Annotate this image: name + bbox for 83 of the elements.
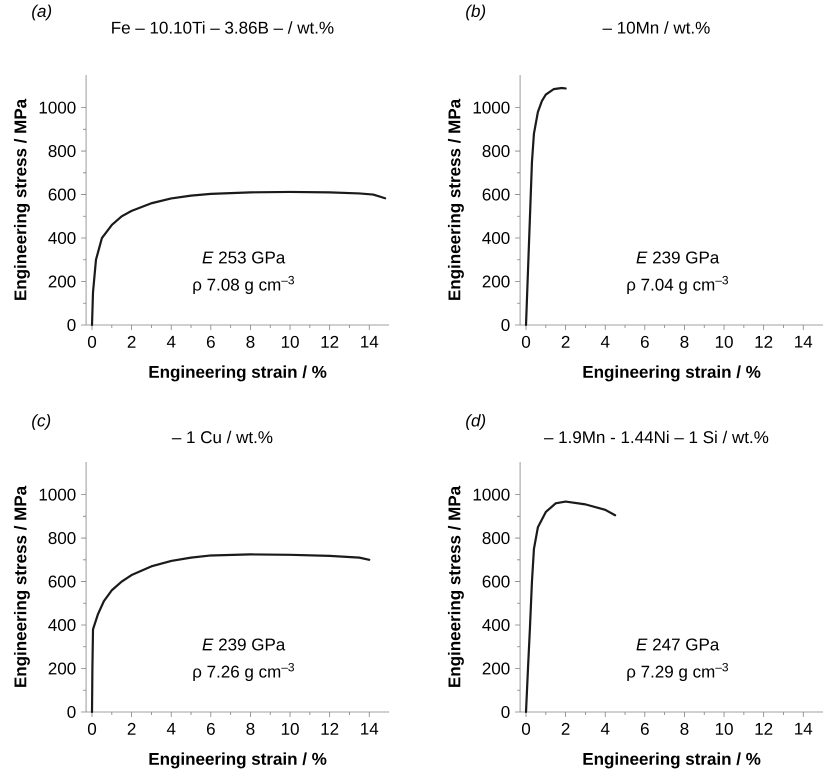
chart-title: – 10Mn / wt.% [602,21,710,34]
y-tick-label: 400 [482,619,510,632]
x-tick-label: 12 [756,336,772,348]
y-tick-label: 200 [482,275,510,288]
y-tick-label: 1000 [40,102,76,114]
x-tick-label: 14 [361,336,378,348]
x-tick-label: 8 [680,722,688,735]
y-tick-label: 0 [67,318,76,332]
x-tick-label: 14 [361,722,378,735]
y-tick-label: 1000 [40,488,76,501]
y-tick-label: 1000 [474,488,510,501]
chart-title: – 1.9Mn - 1.44Ni – 1 Si / wt.% [544,430,768,444]
x-tick-label: 10 [716,336,733,348]
x-tick-label: 0 [522,336,530,348]
x-tick-label: 8 [246,336,254,348]
x-tick-label: 4 [166,336,176,348]
x-tick-label: 10 [716,722,733,735]
x-tick-label: 10 [282,336,299,348]
x-tick-label: 6 [640,722,649,735]
x-tick-label: 2 [128,722,136,735]
y-axis-title: Engineering stress / MPa [448,486,464,687]
y-tick-label: 0 [501,706,510,718]
x-tick-label: 2 [128,336,136,348]
line-series [90,190,386,326]
annotation: E 247 GPa [636,638,720,651]
y-tick-label: 800 [48,532,76,544]
text: (c) [32,414,50,430]
y-tick-label: 0 [501,318,510,332]
x-tick-label: 12 [756,722,772,735]
y-tick-label: 400 [482,232,510,244]
x-tick-label: 4 [600,336,610,348]
annotation: ρ 7.04 g cm$^{–3}$ [627,276,728,294]
x-tick-label: 8 [680,336,688,348]
y-tick-label: 1000 [474,102,510,114]
y-axis-title: Engineering stress / MPa [14,486,30,687]
x-tick-label: 12 [321,722,338,735]
annotation: E 253 GPa [202,251,286,264]
y-tick-label: 800 [482,145,510,158]
y-tick-label: 800 [48,145,76,158]
line-series [90,553,370,714]
x-tick-label: 8 [246,722,254,735]
annotation: ρ 7.26 g cm$^{–3}$ [193,662,294,682]
x-axis-title: Engineering strain / % [583,365,760,382]
chart-title: Fe – 10.10Ti – 3.86B – / wt.% [112,21,334,34]
x-tick-label: 6 [206,722,215,735]
y-tick-label: 200 [48,662,76,675]
y-tick-label: 600 [48,188,76,201]
x-tick-label: 12 [321,336,338,348]
y-axis-title: Engineering stress / MPa [448,98,464,300]
y-tick-label: 600 [482,576,510,588]
line-series [524,500,616,714]
x-tick-label: 4 [600,722,610,735]
x-tick-label: 6 [206,336,215,348]
x-tick-label: 14 [795,722,812,735]
y-tick-label: 800 [482,532,510,544]
annotation: ρ 7.29 g cm$^{–3}$ [627,662,728,682]
x-tick-label: 4 [166,722,176,735]
x-tick-label: 0 [88,722,96,735]
y-tick-label: 0 [67,706,76,718]
text: (d) [466,414,486,430]
chart-title: – 1 Cu / wt.% [172,430,272,444]
x-axis-title: Engineering strain / % [149,365,326,382]
x-tick-label: 10 [282,722,299,735]
x-tick-label: 6 [640,336,649,348]
x-tick-label: 0 [522,722,530,735]
x-tick-label: 2 [562,336,570,348]
annotation: E 239 GPa [636,251,720,264]
y-tick-label: 200 [48,275,76,288]
x-axis-title: Engineering strain / % [583,752,760,768]
annotation: ρ 7.08 g cm$^{–3}$ [193,276,294,294]
x-tick-label: 14 [795,336,812,348]
text: (a) [32,4,52,20]
y-tick-label: 600 [48,576,76,588]
y-tick-label: 400 [48,232,76,244]
x-tick-label: 0 [88,336,96,348]
y-axis-title: Engineering stress / MPa [14,98,30,300]
y-tick-label: 400 [48,619,76,632]
y-tick-label: 200 [482,662,510,675]
annotation: E 239 GPa [202,638,286,651]
x-tick-label: 2 [562,722,570,735]
y-tick-label: 600 [482,188,510,201]
text: (b) [466,4,486,20]
x-axis-title: Engineering strain / % [149,752,326,768]
